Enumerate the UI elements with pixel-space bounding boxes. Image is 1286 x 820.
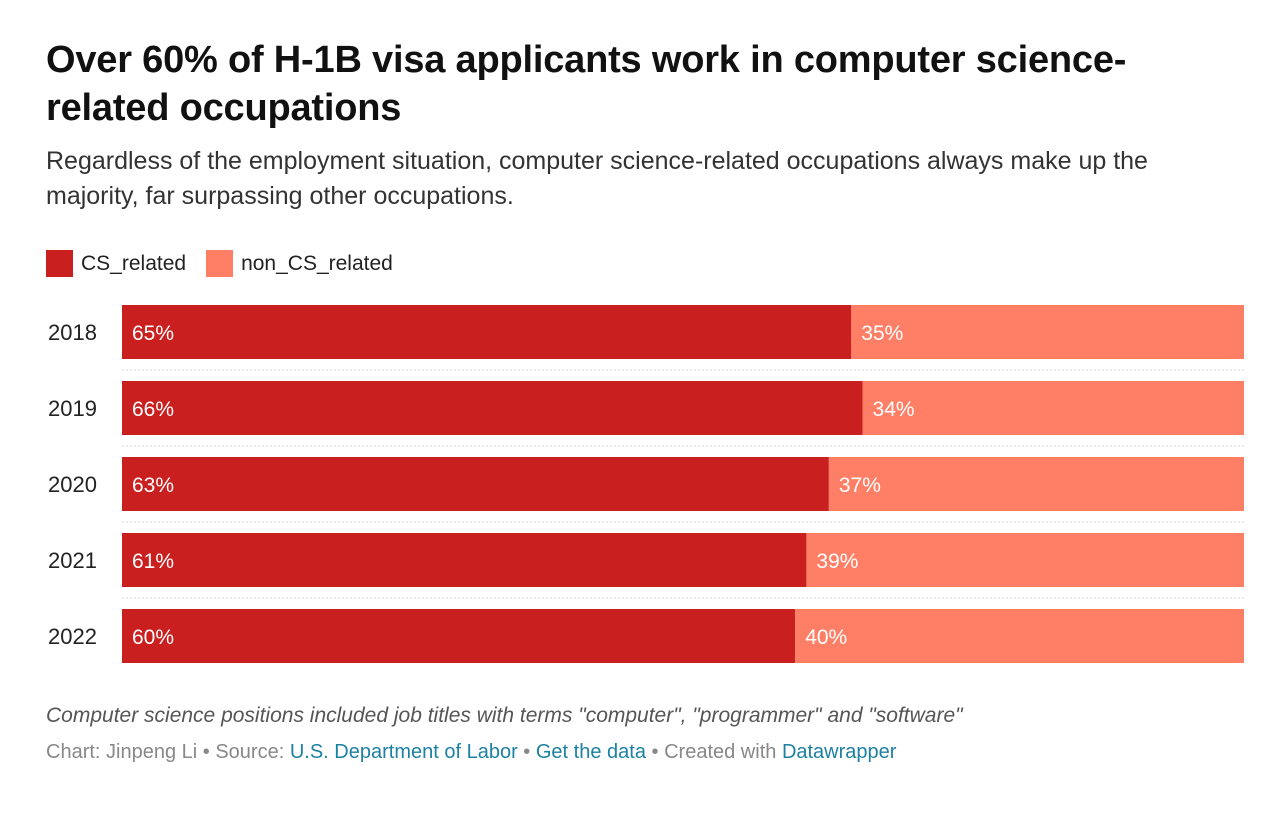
chart-subtitle: Regardless of the employment situation, … (46, 147, 1148, 210)
bar-cs-related-2019 (122, 381, 863, 435)
datawrapper-link[interactable]: Datawrapper (781, 741, 897, 763)
chart-footer: Chart: Jinpeng Li • Source: U.S. Departm… (46, 741, 896, 764)
chart-title: Over 60% of H-1B visa applicants work in… (46, 39, 1127, 129)
data-label-cs-related-2019: 66% (132, 398, 174, 421)
chart-legend: CS_related non_CS_related (46, 250, 413, 277)
legend-swatch-non-cs-related (206, 250, 234, 277)
bar-non-cs-related-2019 (862, 381, 1244, 435)
footer-separator-1: • (202, 741, 210, 763)
source-link[interactable]: U.S. Department of Labor (289, 741, 518, 763)
chart-credit: Chart: Jinpeng Li (46, 741, 198, 763)
data-label-non-cs-related-2018: 35% (861, 322, 903, 345)
bar-non-cs-related-2021 (806, 533, 1244, 587)
source-label: Source: (215, 741, 285, 763)
chart-notes: Computer science positions included job … (46, 704, 963, 727)
chart-header: Over 60% of H-1B visa applicants work in… (46, 36, 1246, 214)
legend-label-cs-related: CS_related (81, 251, 187, 275)
bar-non-cs-related-2018 (851, 305, 1244, 359)
category-label-2021: 2021 (48, 548, 97, 573)
legend-swatch-cs-related (46, 250, 73, 277)
footer-separator-3: • (651, 741, 659, 763)
bar-non-cs-related-2022 (795, 609, 1244, 663)
category-label-2020: 2020 (48, 472, 97, 497)
legend-label-non-cs-related: non_CS_related (241, 251, 393, 275)
legend-item-cs-related: CS_related (46, 250, 186, 277)
legend-item-non-cs-related: non_CS_related (206, 250, 393, 277)
data-label-non-cs-related-2022: 40% (805, 626, 847, 649)
category-label-2019: 2019 (48, 396, 97, 421)
stacked-bar-chart: 2018 65% 35% 2019 66% 34% 2020 63% 37% 2021 61% 39%… (48, 305, 1244, 663)
data-label-cs-related-2021: 61% (132, 550, 174, 573)
bar-non-cs-related-2020 (828, 457, 1244, 511)
category-label-2018: 2018 (48, 320, 97, 345)
data-label-cs-related-2018: 65% (132, 322, 174, 345)
bar-cs-related-2018 (122, 305, 852, 359)
data-label-non-cs-related-2019: 34% (873, 398, 915, 421)
data-label-non-cs-related-2021: 39% (816, 550, 858, 573)
created-with-label: Created with (664, 741, 777, 763)
category-label-2022: 2022 (48, 624, 97, 649)
data-label-cs-related-2020: 63% (132, 474, 174, 497)
footer-separator-2: • (523, 741, 531, 763)
bar-cs-related-2021 (122, 533, 807, 587)
bar-cs-related-2020 (122, 457, 829, 511)
data-label-cs-related-2022: 60% (132, 626, 174, 649)
data-label-non-cs-related-2020: 37% (839, 474, 881, 497)
get-data-link[interactable]: Get the data (535, 741, 646, 763)
bar-cs-related-2022 (122, 609, 796, 663)
